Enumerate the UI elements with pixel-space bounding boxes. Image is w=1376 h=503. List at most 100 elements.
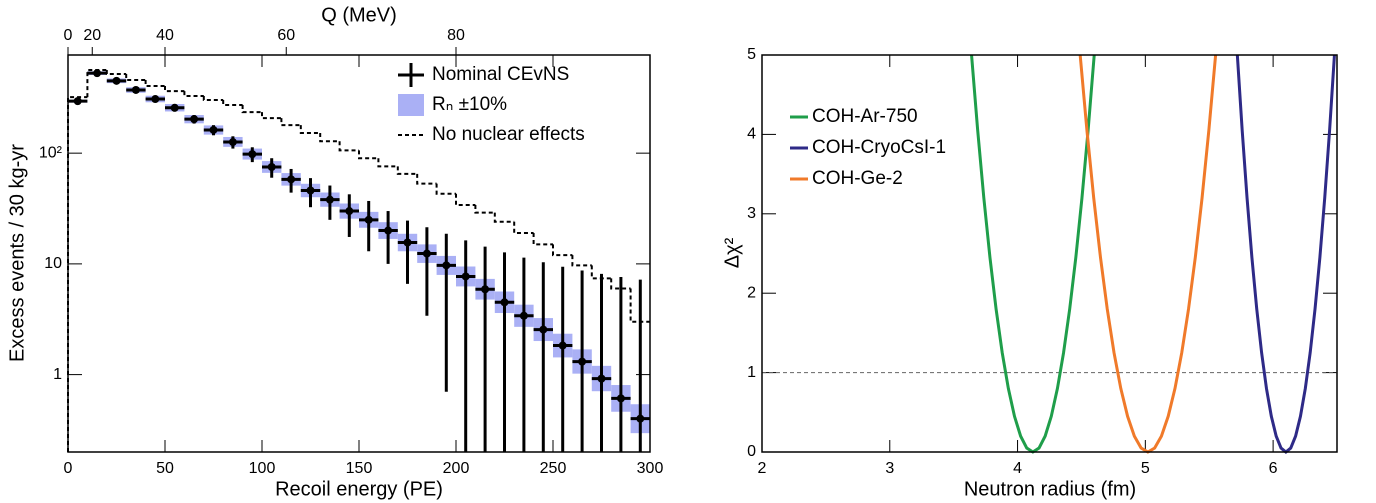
point [481,285,490,294]
point [287,175,296,184]
point [190,115,199,124]
step-line [358,150,379,160]
step-line [144,79,165,88]
step-line [435,183,456,195]
point [306,186,315,195]
step-line [261,112,282,120]
step-line [280,118,301,127]
y-tick-label: 5 [747,46,756,63]
point [578,357,587,366]
curve [1235,54,1336,454]
x-tick-label: 50 [156,460,174,477]
x-tick-label: 6 [1269,460,1278,477]
step-line [183,91,204,98]
y-tick-label: 3 [747,205,756,222]
point [539,325,548,334]
legend-label: COH-CryoCsI-1 [812,137,946,158]
point [131,85,140,94]
x-tick-label: 200 [443,460,470,477]
step-line [319,133,340,143]
point [151,95,160,104]
step-line [532,233,553,246]
step-line [222,100,243,107]
x-tick-label: 5 [1141,460,1150,477]
legend-label: COH-Ar-750 [812,106,918,127]
point [73,97,82,106]
step-line [610,278,631,290]
point [112,76,121,85]
x2-tick-label: 40 [156,27,174,44]
point [209,125,218,134]
step-line [571,255,592,267]
step-line [513,221,534,235]
step-line [493,212,515,223]
step-line [125,73,146,81]
step-line [164,86,185,93]
point [500,298,509,307]
point [636,414,645,423]
plot-frame [67,54,651,453]
point [325,195,334,204]
x-tick-label: 3 [885,460,894,477]
step-line [299,125,321,135]
y-tick-label: 1 [53,366,62,383]
x2-tick-label: 60 [277,27,295,44]
x2-tick-label: 80 [447,27,465,44]
curve [1078,54,1218,454]
step-line [67,96,88,452]
step-line [552,244,573,257]
step-line [416,173,437,185]
point [442,261,451,270]
x-tick-label: 0 [64,460,73,477]
x-tick-label: 150 [346,460,373,477]
point [616,394,625,403]
point [422,249,431,258]
y-tick-label: 1 [747,364,756,381]
x-tick-label: 250 [540,460,567,477]
step-line [338,141,359,152]
step-line [396,166,418,175]
point [597,374,606,383]
x2-axis-label: Q (MeV) [321,4,397,26]
x-tick-label: 2 [758,460,767,477]
x-tick-label: 100 [249,460,276,477]
x-axis-label: Neutron radius (fm) [964,478,1136,500]
step-line [241,105,262,114]
point [461,272,470,281]
point [228,138,237,147]
y-axis-label: Δχ² [721,237,743,268]
y-tick-label: 4 [747,126,756,143]
y-tick-label: 10² [39,144,63,161]
point [519,311,528,320]
x-tick-label: 300 [637,460,664,477]
point [364,215,373,224]
legend-label: COH-Ge-2 [812,168,903,189]
point [93,69,102,78]
x2-tick-label: 0 [64,27,73,44]
point [345,207,354,216]
step-line [105,69,127,75]
step-line [202,96,224,102]
step-line [86,68,107,98]
step-line [377,158,398,168]
point [170,103,179,112]
y-axis-label: Excess events / 30 kg-yr [6,144,28,362]
point [558,341,567,350]
plot-frame [761,54,1338,453]
point [248,150,257,159]
step-line [455,193,476,207]
legend-label: Nominal CEvNS [432,64,569,85]
point [403,238,412,247]
legend-label: Rₙ ±10% [432,94,507,115]
x-axis-label: Recoil energy (PE) [275,478,443,500]
y-tick-label: 10 [44,255,62,272]
x2-tick-label: 20 [83,27,101,44]
curve [970,54,1096,454]
step-line [474,205,495,214]
x-tick-label: 4 [1013,460,1022,477]
y-tick-label: 2 [747,284,756,301]
point [267,162,276,171]
point [384,226,393,235]
legend-label: No nuclear effects [432,124,585,145]
